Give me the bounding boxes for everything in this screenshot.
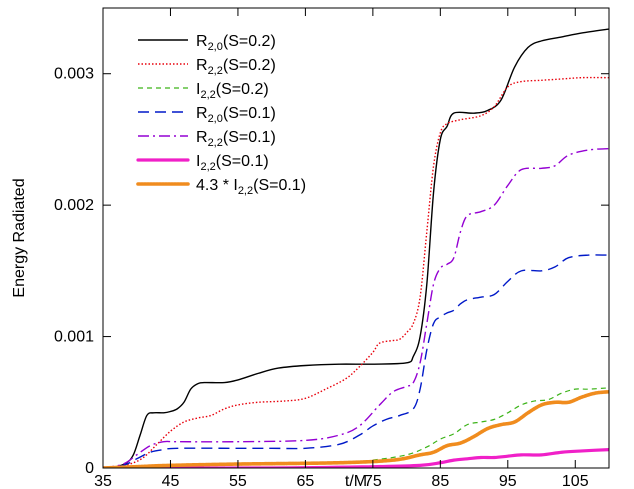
x-axis-label: t/M [345,473,367,489]
legend-label-1: R2,0(S=0.2) [196,33,276,53]
plot-background [103,8,609,468]
series-line-4 [103,254,609,468]
x-tick-label: 105 [562,473,589,489]
axis-ticks: 35 45 55 65 75 85 95 105 0 0.001 0.002 0.003 [54,8,609,489]
axes [102,7,610,469]
x-tick-label: 65 [297,473,315,489]
series-curves [103,28,609,468]
x-tick-label: 35 [94,473,112,489]
series-line-7 [103,389,609,468]
series-line-2 [103,76,609,468]
x-tick-label: 75 [364,473,382,489]
y-tick-label: 0.001 [54,329,94,346]
x-tick-label: 85 [431,473,449,489]
y-axis-label: Energy Radiated [11,178,28,297]
series-line-1 [103,28,609,468]
legend-label-5: R2,2(S=0.1) [196,129,276,149]
legend: R2,0(S=0.2) R2,2(S=0.2) I2,2(S=0.2) R2,0(S=… [136,33,306,197]
x-tick-label: 55 [229,473,247,489]
legend-label-2: R2,2(S=0.2) [196,57,276,77]
legend-label-4: R2,0(S=0.1) [196,105,276,125]
legend-label-3: I2,2(S=0.2) [196,81,269,101]
y-tick-label: 0 [85,460,94,477]
plot-area [103,8,609,468]
series-line-6 [103,448,609,468]
legend-label-7: 4.3 * I2,2(S=0.1) [196,177,306,197]
y-tick-label: 0.002 [54,197,94,214]
x-tick-label: 45 [162,473,180,489]
legend-label-6: I2,2(S=0.1) [196,153,269,173]
y-tick-label: 0.003 [54,66,94,83]
series-line-5 [103,147,609,468]
plot-frame [102,7,610,469]
x-tick-label: 95 [499,473,517,489]
